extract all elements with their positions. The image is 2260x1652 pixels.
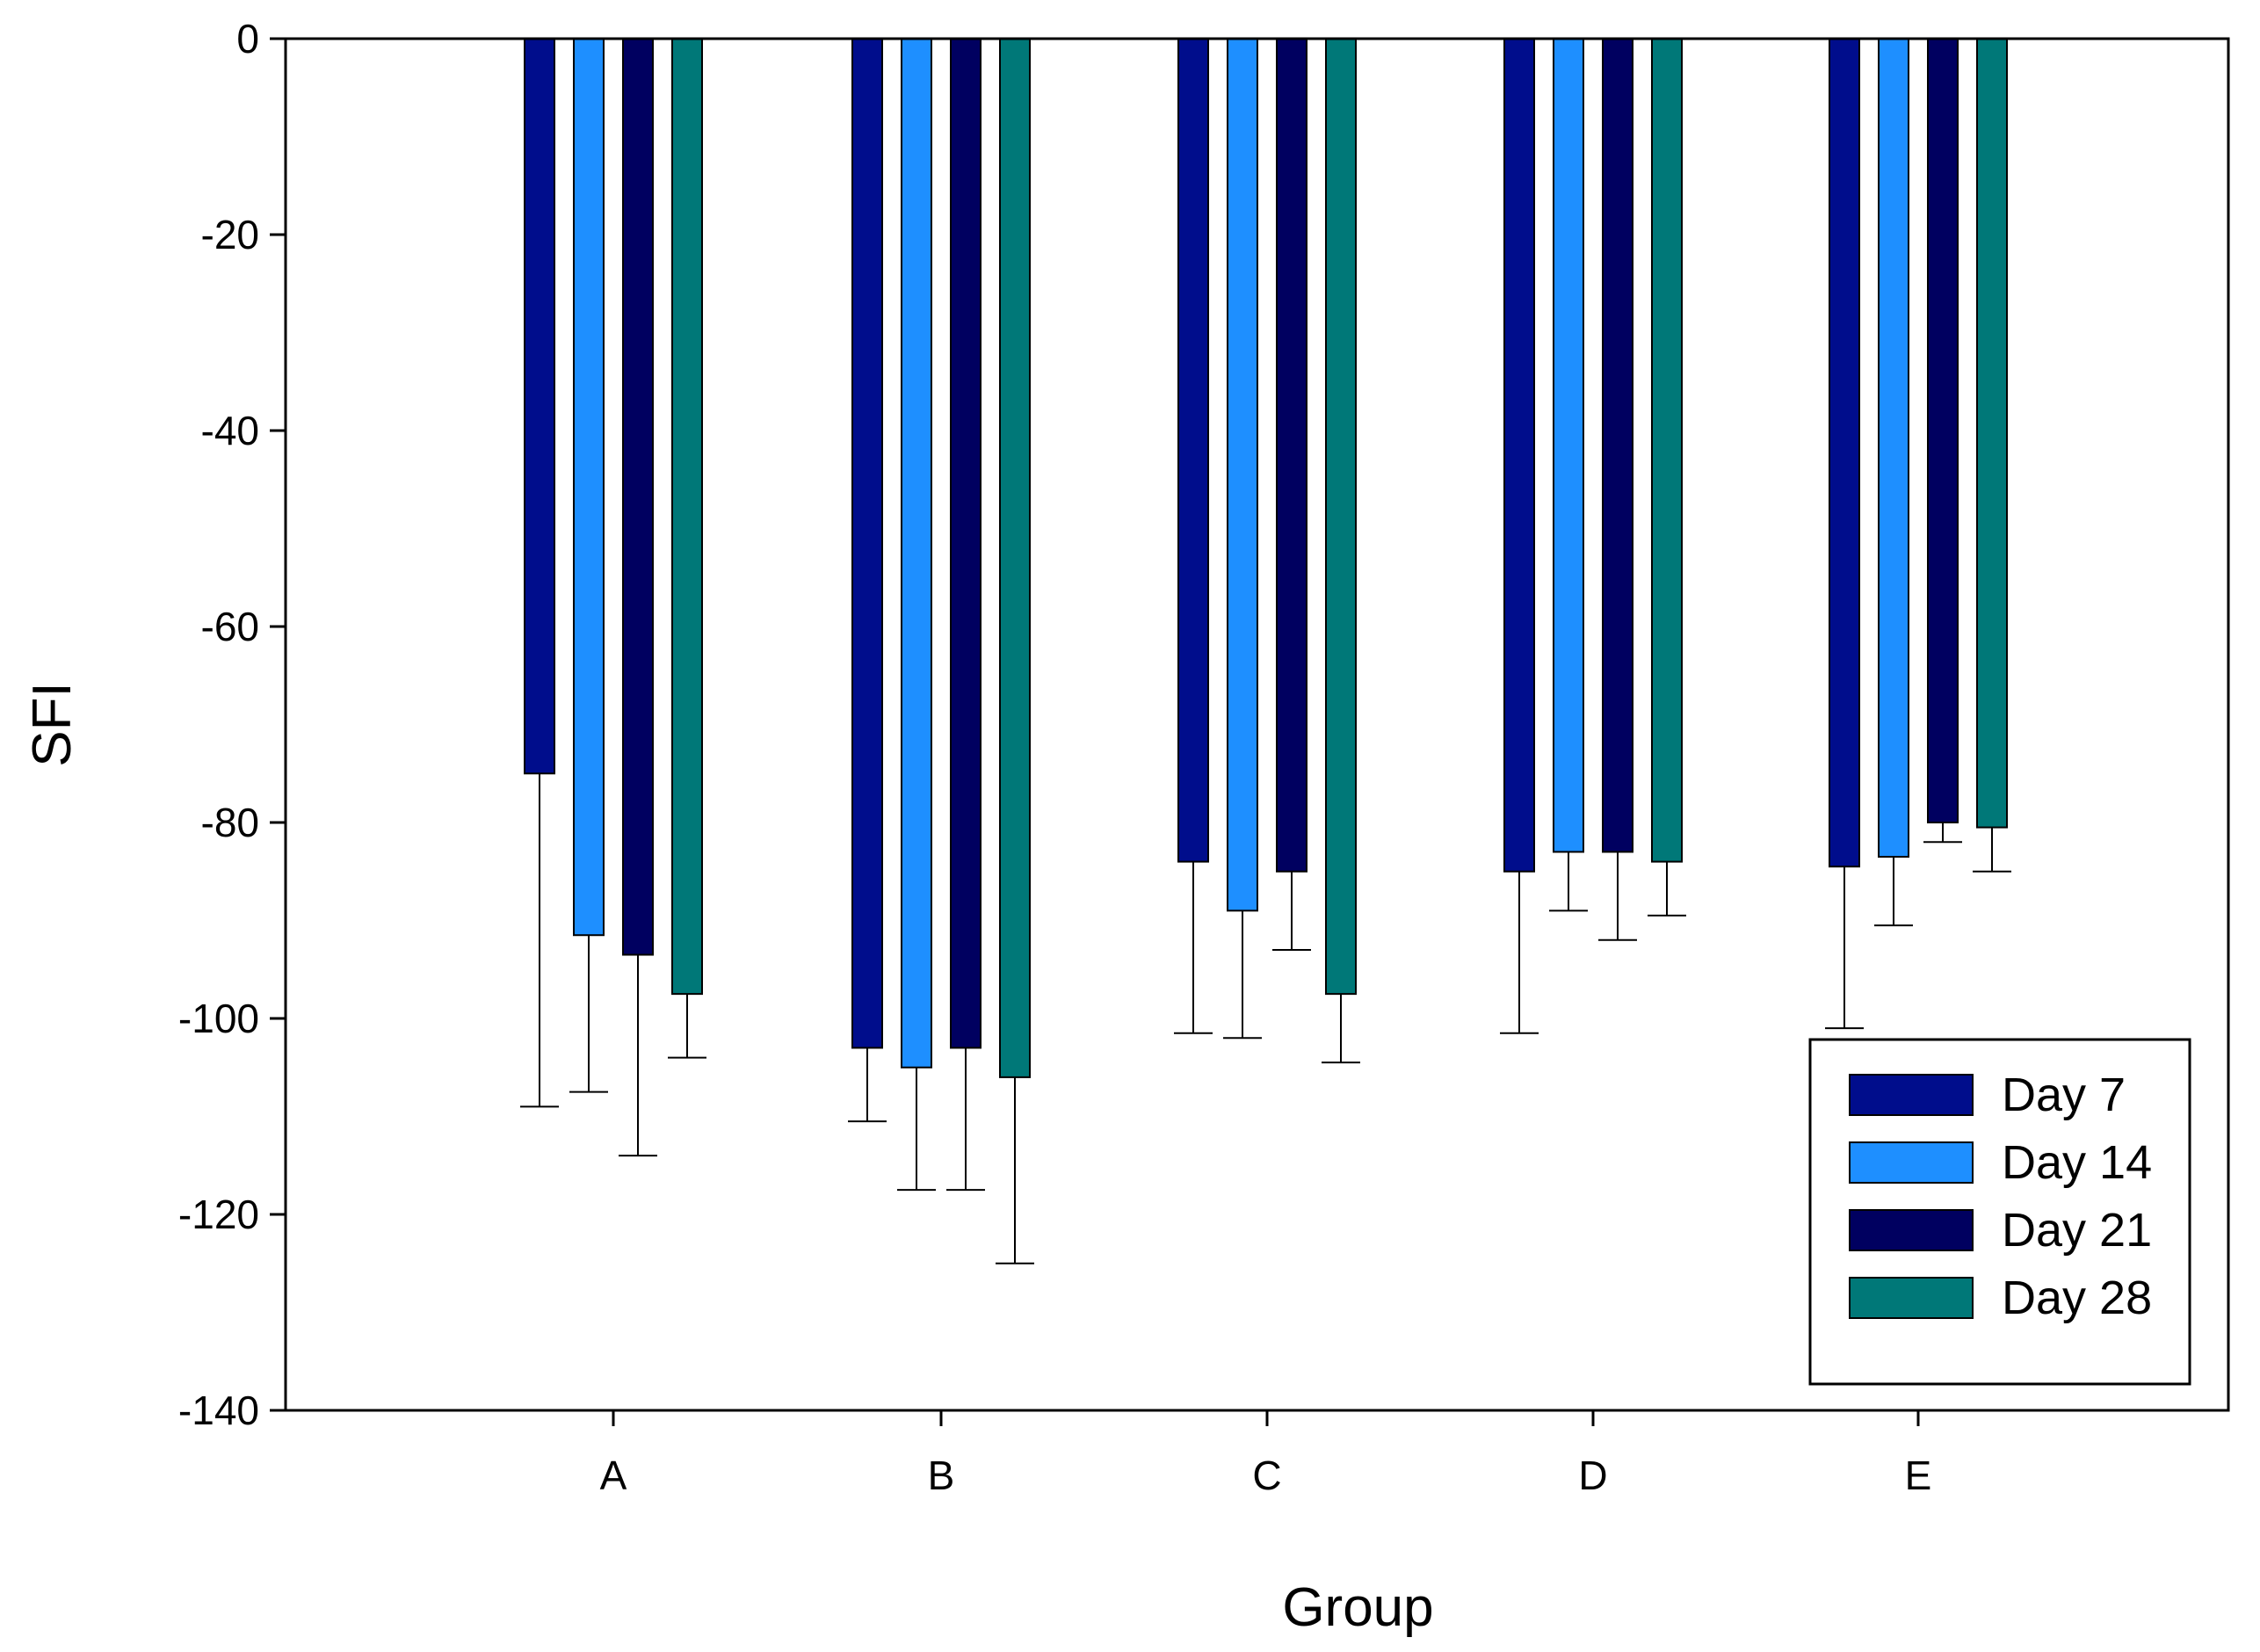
- y-tick-label: -140: [178, 1388, 259, 1433]
- bar: [1553, 38, 1584, 853]
- legend-label: Day 28: [2002, 1272, 2152, 1324]
- y-axis: 0 -20 -40 -60 -80 -100 -120 -140: [178, 16, 286, 1433]
- legend: Day 7 Day 14 Day 21 Day 28: [1808, 1038, 2191, 1386]
- bar: [851, 38, 883, 1049]
- y-tick-label: -80: [201, 800, 259, 845]
- bar: [1602, 38, 1633, 853]
- y-tick-label: -120: [178, 1192, 259, 1237]
- bar: [622, 38, 654, 956]
- legend-swatch: [1849, 1141, 1974, 1184]
- bar: [573, 38, 605, 937]
- y-tick-label: -100: [178, 996, 259, 1041]
- bar: [1651, 38, 1683, 863]
- x-tick-label: C: [1252, 1453, 1281, 1498]
- legend-label: Day 21: [2002, 1204, 2152, 1257]
- y-axis-title: SFI: [22, 682, 83, 766]
- x-axis-title: Group: [1282, 1577, 1433, 1638]
- bar: [999, 38, 1031, 1078]
- bar: [524, 38, 555, 775]
- legend-swatch: [1849, 1209, 1974, 1251]
- bar: [1878, 38, 1909, 859]
- legend-label: Day 14: [2002, 1136, 2152, 1189]
- legend-swatch: [1849, 1277, 1974, 1319]
- bar: [671, 38, 703, 996]
- legend-swatch: [1849, 1074, 1974, 1116]
- bar: [1503, 38, 1535, 873]
- legend-label: Day 7: [2002, 1069, 2126, 1121]
- error-bars-layer: [520, 773, 2011, 1264]
- bar: [1927, 38, 1959, 823]
- bar: [1325, 38, 1357, 996]
- bar: [1829, 38, 1860, 868]
- bar: [1177, 38, 1209, 863]
- bar: [901, 38, 932, 1069]
- bar: [1976, 38, 2008, 829]
- bars-layer: [524, 38, 2008, 1078]
- y-tick-label: -20: [201, 212, 259, 257]
- plot-frame: [284, 37, 2230, 1412]
- y-tick-label: -40: [201, 408, 259, 453]
- x-axis: A B C D E: [600, 1410, 1932, 1498]
- y-tick-label: 0: [236, 16, 259, 62]
- x-tick-label: E: [1905, 1453, 1932, 1498]
- x-tick-label: D: [1578, 1453, 1607, 1498]
- x-tick-label: A: [600, 1453, 627, 1498]
- bar: [1276, 38, 1307, 873]
- x-tick-label: B: [928, 1453, 955, 1498]
- y-tick-label: -60: [201, 604, 259, 649]
- bar: [950, 38, 982, 1049]
- bar: [1227, 38, 1258, 912]
